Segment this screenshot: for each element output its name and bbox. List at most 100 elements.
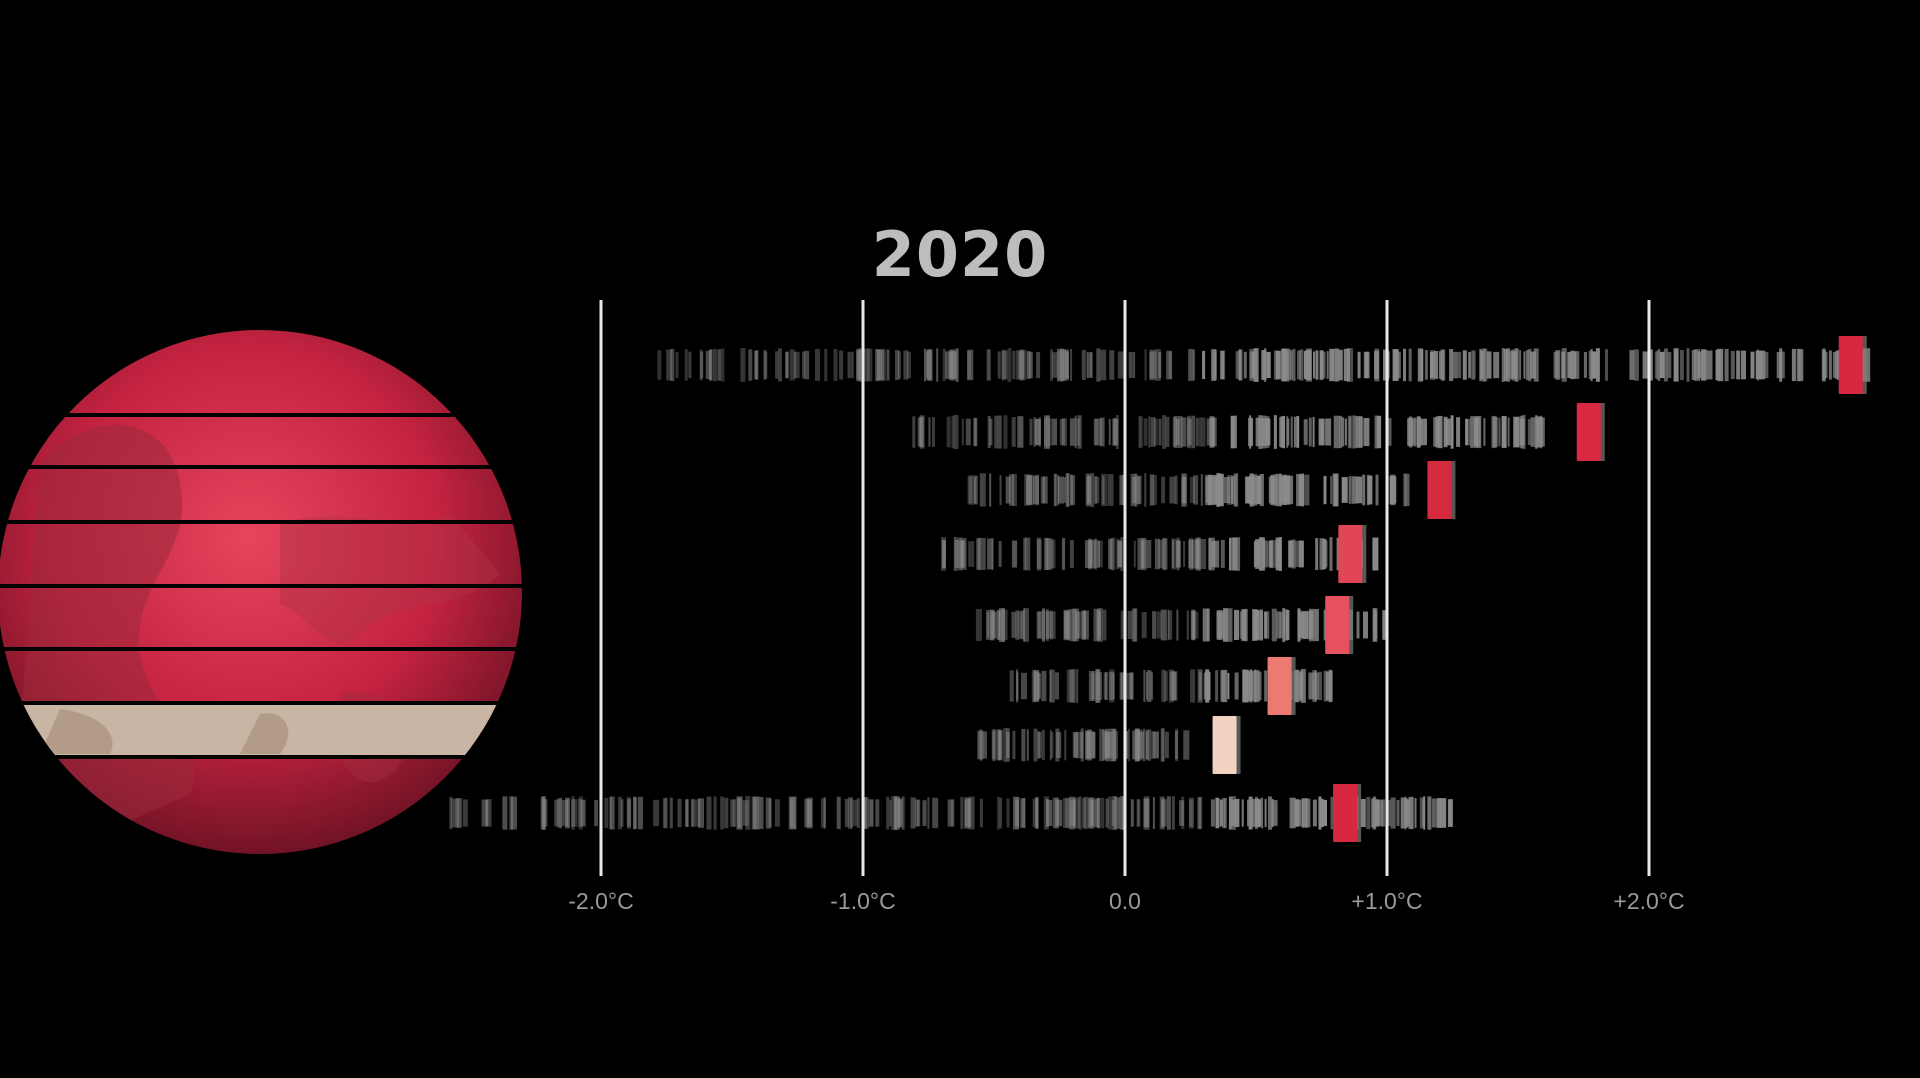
history-strip [1694, 349, 1701, 381]
history-strip [1052, 418, 1058, 446]
history-strip [1094, 418, 1098, 446]
history-strip [1006, 798, 1010, 828]
history-strip [1325, 671, 1330, 701]
history-strip [1567, 352, 1573, 378]
history-strip [724, 798, 729, 829]
history-strip [1002, 728, 1007, 762]
history-strip [1304, 474, 1310, 506]
history-strip [1119, 475, 1124, 505]
history-strip [1145, 729, 1149, 761]
history-strip [609, 796, 615, 830]
history-strip [1408, 417, 1414, 447]
history-strip [698, 798, 704, 828]
history-strip [1312, 417, 1315, 447]
history-strip [1080, 731, 1084, 759]
history-strip [856, 350, 860, 380]
history-strip [574, 799, 578, 827]
globe-icon [0, 330, 522, 854]
history-strip [1730, 351, 1735, 379]
history-strip [1015, 672, 1019, 700]
history-strip [449, 796, 453, 830]
history-strip [1290, 350, 1293, 380]
history-strip [1465, 418, 1469, 446]
history-strip [1252, 798, 1259, 828]
history-strip [1321, 799, 1324, 827]
history-strip [565, 797, 570, 829]
history-strip [1160, 609, 1167, 641]
history-strip [1086, 476, 1091, 504]
history-strip [1096, 672, 1103, 700]
history-strip [1289, 540, 1292, 568]
history-strip [1175, 728, 1179, 762]
history-strip [1821, 349, 1825, 381]
history-strip [1757, 349, 1760, 381]
history-strip [1265, 611, 1270, 639]
history-strip [1192, 611, 1199, 639]
history-strip [1012, 540, 1018, 568]
history-strip [777, 348, 782, 382]
history-strip [1001, 349, 1006, 381]
history-strip [951, 799, 955, 827]
history-strip [1115, 415, 1119, 449]
history-strip [1798, 349, 1804, 381]
history-strip [1073, 800, 1076, 826]
history-strip [1038, 417, 1041, 447]
history-strip [633, 796, 637, 830]
history-strip [912, 416, 916, 448]
history-strip [1198, 796, 1202, 830]
history-strip [1057, 475, 1060, 505]
history-strip [1132, 608, 1138, 642]
history-strip [1119, 672, 1125, 700]
history-strip [1046, 799, 1048, 827]
history-strip [604, 797, 609, 829]
history-strip [1319, 538, 1325, 570]
history-strip [1583, 352, 1587, 378]
history-strip [1272, 800, 1278, 826]
history-strip [578, 796, 583, 830]
history-strip [1199, 672, 1202, 700]
history-strip [1036, 539, 1042, 569]
history-strip [1171, 796, 1175, 830]
history-strip [1113, 419, 1119, 445]
history-strip [1561, 348, 1567, 382]
history-strip [1161, 669, 1165, 703]
history-strip [1193, 475, 1199, 505]
history-strip [1258, 476, 1262, 504]
history-strip [617, 796, 622, 830]
history-strip [1351, 476, 1357, 504]
history-strip [1258, 610, 1264, 640]
history-strip [1486, 351, 1492, 379]
history-strip [1420, 349, 1424, 381]
history-strip [936, 348, 939, 382]
history-strip [998, 729, 1003, 761]
history-strip [1501, 348, 1505, 382]
history-strip [1333, 415, 1340, 449]
history-strip [1262, 418, 1269, 446]
history-strip [955, 348, 959, 382]
history-strip [1183, 540, 1186, 567]
history-strip [1120, 537, 1127, 571]
history-strip [1234, 672, 1239, 700]
history-strip [1470, 416, 1477, 448]
history-strip [1396, 351, 1401, 379]
history-strip [554, 799, 560, 827]
history-strip [1158, 418, 1162, 446]
history-strip [1424, 350, 1428, 380]
history-strip [1050, 539, 1056, 569]
history-strip [1303, 419, 1308, 445]
history-strip [1112, 673, 1115, 699]
history-strip [1287, 418, 1290, 446]
history-strip [594, 800, 599, 827]
history-strip [1112, 418, 1118, 446]
history-strip [804, 350, 810, 380]
history-strip [974, 475, 978, 505]
history-strip [1026, 351, 1031, 379]
history-strip [1337, 349, 1343, 381]
history-strip [1326, 351, 1329, 379]
history-strip [857, 350, 861, 380]
history-strip [1273, 474, 1279, 506]
history-strip [1686, 348, 1690, 382]
history-strip [1023, 537, 1027, 571]
history-strip [1400, 797, 1406, 829]
band-4-current-bar [1338, 525, 1367, 583]
